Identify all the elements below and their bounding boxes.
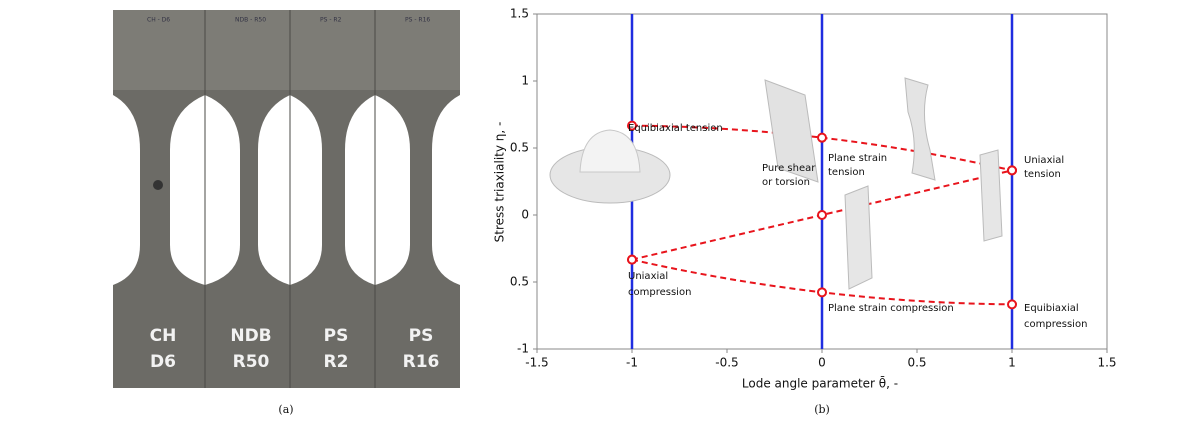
y-tick-label: 1	[521, 74, 529, 88]
annotation: Uniaxial	[628, 271, 668, 282]
specimen-tag: NDB - R50	[235, 17, 266, 24]
specimen-label: NDB	[230, 326, 271, 346]
annotation: Equibiaxial	[1024, 303, 1079, 314]
annotation: Plane strain	[828, 153, 887, 164]
x-tick-label: 1.5	[1097, 356, 1116, 370]
specimen-label: R50	[233, 352, 270, 372]
caption-a: (a)	[278, 403, 293, 416]
x-tick-label: 0	[818, 356, 826, 370]
x-axis-label: Lode angle parameter θ̄, -	[742, 376, 898, 390]
annotation: Pure shear	[762, 163, 816, 174]
y-tick-label: 0.5	[510, 275, 529, 289]
annotation: compression	[1024, 319, 1087, 330]
figure: (a) Lode angle parameter θ̄, - Stress tr…	[0, 0, 1196, 424]
annotation: Plane strain compression	[828, 303, 954, 314]
uniaxial-specimen	[980, 150, 1002, 241]
annotation: Uniaxial	[1024, 155, 1064, 166]
y-tick-label: -1	[517, 342, 529, 356]
specimen-tag: PS - R16	[405, 17, 430, 24]
y-axis-label: Stress triaxiality η, -	[493, 122, 507, 243]
x-tick-label: 0.5	[907, 356, 926, 370]
data-point	[818, 288, 826, 296]
specimen-label: R2	[324, 352, 349, 372]
annotation: tension	[828, 167, 865, 178]
specimen-label: PS	[409, 326, 434, 346]
specimen-label: PS	[324, 326, 349, 346]
y-tick-label: 0	[521, 208, 529, 222]
specimen-label: R16	[403, 352, 440, 372]
x-tick-label: 1	[1008, 356, 1016, 370]
data-point	[818, 211, 826, 219]
data-point	[1008, 166, 1016, 174]
y-tick-label: 1.5	[510, 7, 529, 21]
annotation: or torsion	[762, 177, 810, 188]
cutout	[113, 95, 140, 285]
annotation: compression	[628, 287, 691, 298]
specimen-label: D6	[150, 352, 176, 372]
specimen-tag: CH - D6	[147, 17, 170, 24]
cutout	[345, 95, 410, 285]
y-tick-label: 0.5	[510, 141, 529, 155]
center-hole	[153, 180, 163, 190]
annotation: Equibiaxial tension	[628, 123, 723, 134]
specimen-tag: PS - R2	[320, 17, 342, 24]
notched-specimen	[905, 78, 935, 180]
x-tick-label: -1	[626, 356, 638, 370]
data-point	[628, 256, 636, 264]
x-tick-label: -0.5	[715, 356, 738, 370]
specimen-label: CH	[150, 326, 177, 346]
shear-specimen	[845, 186, 872, 289]
annotation: tension	[1024, 169, 1061, 180]
caption-b: (b)	[814, 403, 830, 416]
cutout	[432, 95, 460, 285]
data-point	[818, 134, 826, 142]
data-point	[1008, 300, 1016, 308]
x-tick-label: -1.5	[525, 356, 548, 370]
